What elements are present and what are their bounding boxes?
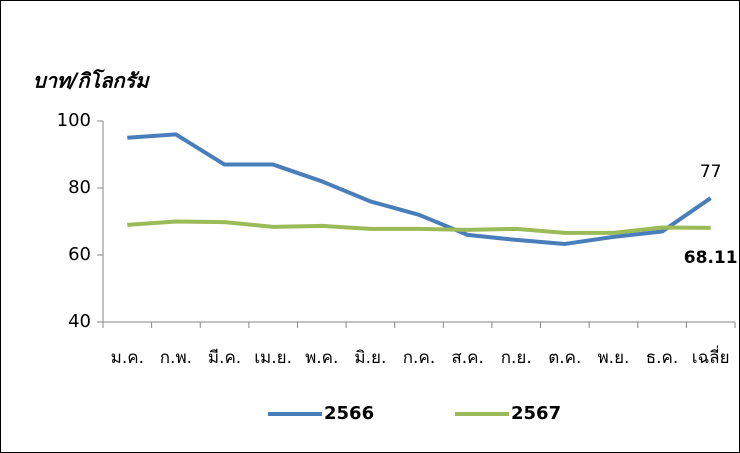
x-tick-label: เฉลี่ย — [692, 345, 730, 368]
x-tick-label: ก.ย. — [501, 348, 532, 368]
x-tick-label: ม.ค. — [111, 348, 144, 368]
x-tick-label: พ.ย. — [597, 348, 629, 368]
data-label: 77 — [700, 162, 722, 182]
x-tick-label: ก.ค. — [403, 348, 435, 368]
series-line — [127, 219, 711, 235]
x-tick-label: เม.ย. — [254, 348, 292, 368]
x-tick-label: มิ.ย. — [354, 348, 386, 368]
x-tick-label: ธ.ค. — [646, 348, 679, 368]
y-axis-label: บาท/กิโลกรัม — [33, 69, 150, 93]
y-tick-label: 40 — [68, 311, 91, 332]
x-tick-label: พ.ค. — [305, 348, 338, 368]
y-tick-label: 60 — [68, 244, 91, 265]
x-tick-label: ส.ค. — [451, 348, 484, 368]
data-label: 68.11 — [684, 248, 738, 268]
legend-label: 2566 — [324, 403, 374, 424]
x-tick-label: มี.ค. — [208, 348, 241, 368]
series-line — [127, 132, 712, 246]
y-tick-label: 100 — [57, 110, 91, 131]
x-tick-label: ต.ค. — [548, 348, 581, 368]
x-tick-label: ก.พ. — [160, 348, 192, 368]
legend-label: 2567 — [511, 403, 561, 424]
y-tick-label: 80 — [68, 177, 91, 198]
